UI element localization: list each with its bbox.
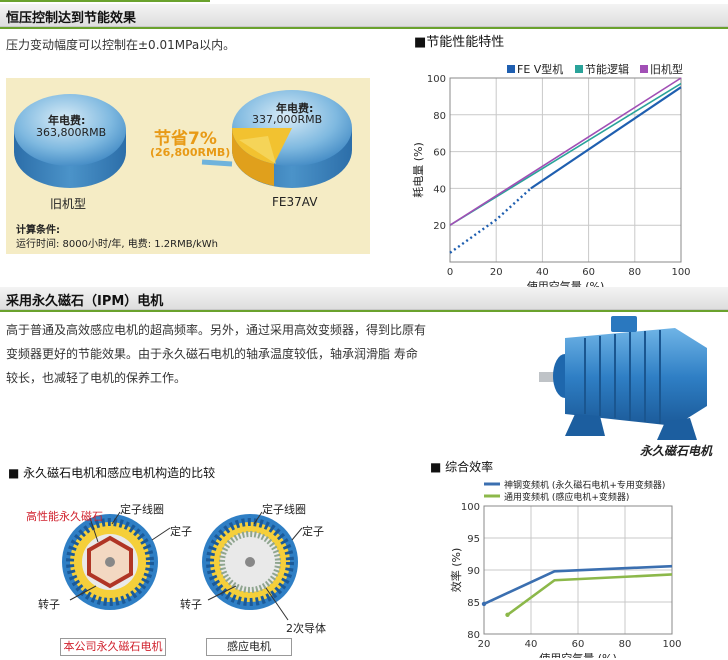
right-stator-label: 定子: [302, 525, 324, 538]
x-tick-label: 60: [582, 267, 595, 278]
saving-title: 节省7%: [154, 129, 217, 149]
old-cost-label: 年电费:: [48, 114, 86, 127]
y-axis-label: 效率 (%): [449, 548, 463, 593]
section-divider: [0, 27, 728, 29]
y-tick-label: 85: [467, 598, 480, 609]
motor-caption: 永久磁石电机: [640, 444, 713, 458]
right-caption: 感应电机: [206, 638, 292, 656]
arrow-icon: [201, 159, 233, 167]
y-tick-label: 80: [467, 630, 480, 641]
right-coil-label: 定子线圈: [262, 503, 306, 516]
pie-illustration: [14, 90, 352, 188]
ipm-paragraph-line-1: 高于普通及高效感应电机的超高频率。另外，通过采用高效变频器，得到比原有: [6, 323, 427, 337]
structure-diagram: [62, 511, 303, 621]
legend-label: 节能逻辑: [585, 62, 629, 76]
section-header-constant-pressure: 恒压控制达到节能效果: [0, 4, 728, 27]
y-tick-label: 60: [433, 148, 446, 159]
section-title: 采用永久磁石（IPM）电机: [6, 294, 164, 309]
x-axis-label: 使用空气量 (%): [539, 651, 617, 658]
motor-image: [539, 316, 707, 440]
magnet-label: 高性能永久磁石: [26, 510, 103, 523]
pie-comparison-panel: 年电费: 363,800RMB 旧机型 年电费: 337,000RMB FE37…: [6, 78, 370, 254]
top-accent-line: [0, 0, 210, 2]
y-tick-label: 40: [433, 184, 446, 195]
chart1-heading: ■节能性能特性: [414, 35, 505, 50]
y-tick-label: 100: [461, 502, 480, 513]
left-rotor-label: 转子: [38, 598, 60, 611]
x-tick-label: 20: [490, 267, 503, 278]
y-tick-label: 80: [433, 111, 446, 122]
series-line: [530, 86, 682, 190]
y-tick-label: 90: [467, 566, 480, 577]
section-description: 压力变动幅度可以控制在±0.01MPa以内。: [6, 38, 236, 52]
efficiency-chart: 20 40 60 80 100 80 85 90 95 100 使用空气量 (%) 效率 (%) 神钢变…: [449, 479, 682, 658]
left-stator-label: 定子: [170, 525, 192, 538]
x-tick-label: 0: [447, 267, 453, 278]
series-line: [483, 564, 673, 606]
x-axis-label: 使用空气量 (%): [527, 279, 605, 290]
old-pie-chart: [14, 94, 126, 188]
x-tick-label: 80: [628, 267, 641, 278]
calc-text: 运行时间: 8000小时/年, 电费: 1.2RMB/kWh: [16, 239, 218, 250]
ipm-paragraph-line-3: 较长，也减轻了电机的保养工作。: [6, 371, 187, 385]
x-tick-label: 40: [536, 267, 549, 278]
legend-label: 神钢变频机 (永久磁石电机+专用变频器): [504, 479, 665, 491]
x-tick-label: 40: [525, 639, 538, 650]
x-tick-label: 100: [662, 639, 681, 650]
series-point: [481, 601, 487, 607]
x-tick-label: 20: [478, 639, 491, 650]
x-tick-label: 80: [619, 639, 632, 650]
legend-label: 通用变频机 (感应电机+变频器): [504, 491, 629, 503]
new-model-name: FE37AV: [272, 195, 318, 209]
chart2-heading: ■ 综合效率: [430, 460, 494, 474]
structure-heading: ■ 永久磁石电机和感应电机构造的比较: [8, 466, 216, 480]
ipm-paragraph-line-2: 变频器更好的节能效果。由于永久磁石电机的轴承温度较低，轴承润滑脂 寿命: [6, 347, 418, 361]
energy-chart: 0 20 40 60 80 100 20 40 60 80 100 使用空气量 (%) 耗电量 (%) F…: [412, 62, 691, 290]
y-axis-label: 耗电量 (%): [412, 142, 425, 198]
y-tick-label: 95: [467, 534, 480, 545]
legend-label: 旧机型: [650, 62, 683, 76]
old-model-name: 旧机型: [50, 197, 87, 211]
legend-label: FE V型机: [517, 62, 563, 76]
y-tick-label: 100: [427, 74, 446, 85]
series-line-dotted: [449, 187, 532, 254]
new-pie-chart: [232, 90, 352, 188]
legend-swatch: [575, 65, 583, 73]
old-cost-value: 363,800RMB: [36, 126, 107, 139]
section-title: 恒压控制达到节能效果: [6, 11, 137, 26]
left-coil-label: 定子线圈: [120, 503, 164, 516]
section-divider: [0, 310, 728, 312]
x-tick-label: 100: [671, 267, 690, 278]
series-line: [506, 573, 673, 616]
new-cost-value: 337,000RMB: [252, 113, 323, 126]
saving-value: (26,800RMB): [150, 146, 231, 159]
series-line: [449, 77, 682, 226]
induction-motor-cross-section: [202, 514, 298, 610]
plot-frame: [483, 505, 673, 635]
calc-title: 计算条件:: [16, 225, 60, 236]
new-cost-label: 年电费:: [276, 102, 314, 115]
section-header-ipm-motor: 采用永久磁石（IPM）电机: [0, 287, 728, 310]
left-caption: 本公司永久磁石电机: [60, 638, 166, 656]
legend-swatch: [507, 65, 515, 73]
plot-frame: [449, 77, 682, 263]
y-tick-label: 20: [433, 221, 446, 232]
ipm-motor-cross-section: [62, 514, 158, 610]
legend-swatch: [640, 65, 648, 73]
right-rotor-label: 转子: [180, 598, 202, 611]
conductor-label: 2次导体: [286, 622, 326, 635]
series-point: [505, 612, 510, 617]
x-tick-label: 60: [572, 639, 585, 650]
